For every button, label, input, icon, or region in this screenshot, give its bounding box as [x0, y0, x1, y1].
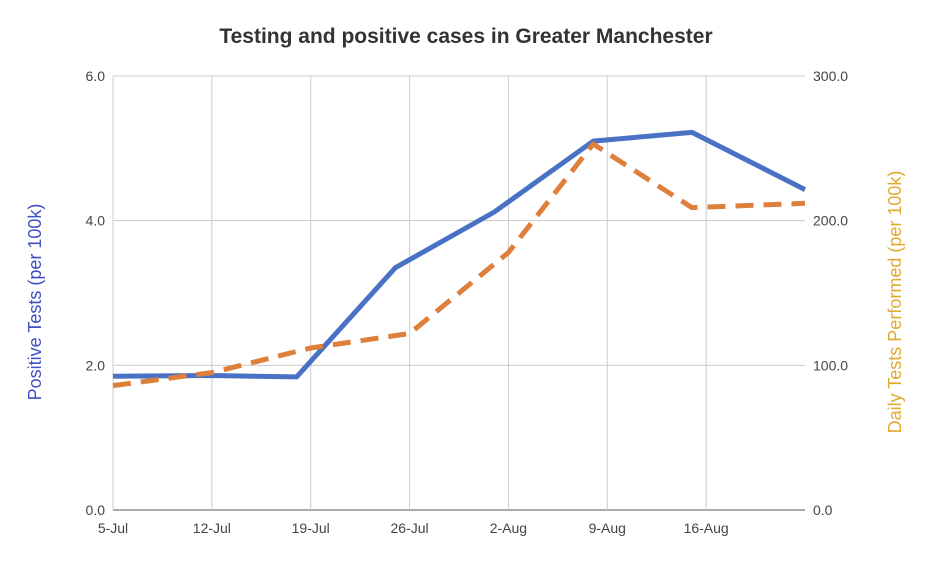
series-line-daily-tests [112, 141, 806, 389]
x-tick-label: 12-Jul [193, 520, 231, 536]
y-axis-label-left: Positive Tests (per 100k) [25, 204, 45, 401]
x-tick-label: 26-Jul [391, 520, 429, 536]
x-tick-label: 2-Aug [490, 520, 527, 536]
y-tick-label-right: 100.0 [813, 357, 848, 373]
x-tick-label: 19-Jul [292, 520, 330, 536]
series [112, 129, 807, 389]
y-tick-label-left: 2.0 [86, 357, 106, 373]
axis-ticks: 0.0 2.0 4.0 6.0 0.0 100.0 200.0 300.0 5-Jul 12-Ju… [86, 68, 849, 536]
y-tick-label-right: 300.0 [813, 68, 848, 84]
y-tick-label-left: 6.0 [86, 68, 106, 84]
x-tick-label: 9-Aug [589, 520, 626, 536]
y-axis-label-right: Daily Tests Performed (per 100k) [885, 171, 905, 434]
x-tick-label: 5-Jul [98, 520, 128, 536]
y-tick-label-right: 0.0 [813, 502, 833, 518]
y-tick-label-right: 200.0 [813, 213, 848, 229]
grid [112, 75, 805, 511]
y-tick-label-left: 4.0 [86, 213, 106, 229]
x-tick-label: 16-Aug [684, 520, 729, 536]
series-line-positive-tests [112, 129, 807, 380]
chart-title: Testing and positive cases in Greater Ma… [219, 25, 712, 48]
y-tick-label-left: 0.0 [86, 502, 106, 518]
